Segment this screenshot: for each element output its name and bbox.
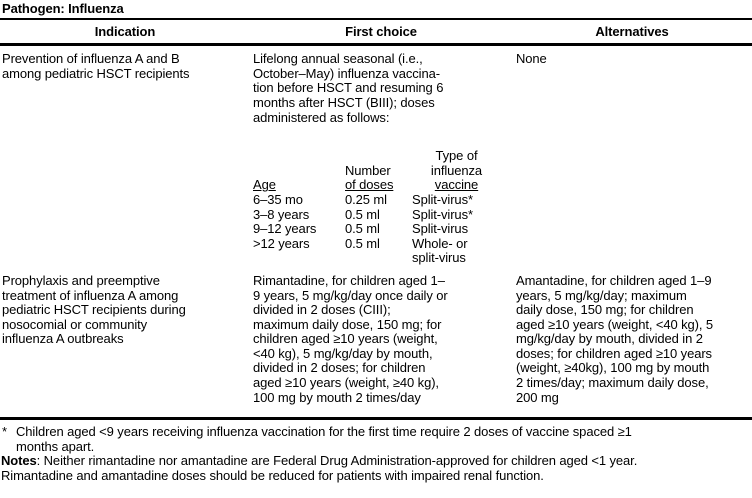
text-line: months after HSCT (BIII); doses: [253, 94, 435, 110]
title-rule: [0, 17, 752, 20]
text-line: Split-virus*: [412, 191, 473, 207]
asterisk-symbol: *: [2, 424, 7, 440]
text-line: influenza A outbreaks: [2, 331, 124, 347]
age-value: 9–12 years: [253, 221, 317, 237]
age-value: 6–35 mo: [253, 191, 303, 207]
column-header-alternatives: Alternatives: [595, 23, 669, 39]
text-line: doses; for children aged ≥10 years: [516, 345, 712, 361]
cell-alternatives-prevention: None: [516, 51, 547, 67]
text-line: split-virus: [412, 250, 466, 266]
text-line: divided in 2 doses; for children: [253, 360, 426, 376]
dose-table: Age Number of doses Type of influenza va…: [253, 149, 512, 266]
text-line: years, 5 mg/kg/day; maximum: [516, 287, 687, 303]
text-line: Whole- or: [412, 235, 468, 251]
vaccine-type-value: Split-virus*: [412, 206, 501, 223]
table-header-row: Indication First choice Alternatives: [0, 20, 752, 44]
text-line: administered as follows:: [253, 109, 390, 125]
text-line: Split-virus*: [412, 206, 473, 222]
dose-table-row: >12 years 0.5 ml Whole- or split-virus: [253, 235, 512, 266]
text-line: 200 mg: [516, 389, 559, 405]
text-line: mg/kg/day by mouth, divided in 2: [516, 331, 703, 347]
dose-table-header-type: Type of influenza vaccine: [412, 149, 501, 193]
footnote-star-text: Children aged <9 years receiving influen…: [16, 425, 752, 454]
text-line: <40 kg), 5 mg/kg/day by mouth,: [253, 345, 433, 361]
vaccine-type-value: Whole- or split-virus: [412, 235, 501, 266]
text-line: Prevention of influenza A and B: [2, 51, 180, 67]
cell-alternatives-prophylaxis: Amantadine, for children aged 1–9 years, …: [512, 272, 752, 405]
dose-value: 0.5 ml: [345, 206, 380, 222]
text-line: treatment of influenza A among: [2, 287, 179, 303]
notes-label: Notes: [1, 453, 37, 469]
header-rule: [0, 43, 752, 47]
text-line: nosocomial or community: [2, 316, 148, 332]
table-bottom-rule: [0, 417, 752, 421]
column-header-first-choice: First choice: [345, 23, 417, 39]
text-line: pediatric HSCT recipients during: [2, 302, 186, 318]
text-line: aged ≥10 years (weight, ≥40 kg),: [253, 375, 439, 391]
doses-header-line1: Number: [345, 162, 391, 178]
text-line: children aged ≥10 years (weight,: [253, 331, 438, 347]
age-value: >12 years: [253, 235, 310, 251]
vaccine-type-value: Split-virus: [412, 222, 501, 237]
text-line: Rimantadine, for children aged 1–: [253, 272, 445, 288]
cell-first-choice-prevention: Lifelong annual seasonal (i.e., October–M…: [250, 52, 512, 266]
text-line: Split-virus: [412, 221, 468, 237]
text-line: daily dose, 150 mg; for children: [516, 302, 694, 318]
first-choice-paragraph: Lifelong annual seasonal (i.e., October–M…: [253, 52, 512, 125]
dose-table-header-age: Age: [253, 149, 345, 193]
column-header-indication: Indication: [94, 23, 156, 39]
text-line: October–May) influenza vaccina-: [253, 65, 440, 81]
text-line: 100 mg by mouth 2 times/day: [253, 389, 421, 405]
page-title: Pathogen: Influenza: [2, 1, 124, 16]
text-line: divided in 2 doses (CIII);: [253, 302, 391, 318]
type-header-line2: influenza: [430, 162, 483, 178]
dose-table-header-row: Age Number of doses Type of influenza va…: [253, 149, 512, 193]
dose-table-row: 9–12 years 0.5 ml Split-virus: [253, 222, 512, 237]
text-line: (weight, ≥40kg), 100 mg by mouth: [516, 360, 710, 376]
footnotes: * Children aged <9 years receiving influ…: [0, 420, 752, 483]
type-header-line3: vaccine: [434, 177, 479, 193]
dose-value: 0.5 ml: [345, 221, 380, 237]
footnote-star: * Children aged <9 years receiving influ…: [0, 424, 752, 454]
table-row-prophylaxis: Prophylaxis and preemptive treatment of i…: [0, 272, 752, 405]
notes-text: : Neither rimantadine nor amantadine are…: [36, 453, 638, 469]
age-header-label: Age: [253, 177, 276, 193]
text-line: aged ≥10 years (weight, <40 kg), 5: [516, 316, 714, 332]
text-line: maximum daily dose, 150 mg; for: [253, 316, 442, 332]
dose-table-header-doses: Number of doses: [345, 149, 412, 193]
type-header-line1: Type of: [435, 148, 478, 164]
vaccine-type-value: Split-virus*: [412, 191, 501, 208]
text-line: Lifelong annual seasonal (i.e.,: [253, 51, 423, 67]
footnote-notes: Notes: Neither rimantadine nor amantadin…: [0, 454, 752, 483]
text-line: Amantadine, for children aged 1–9: [516, 272, 712, 288]
text-line: 2 times/day; maximum daily dose,: [516, 375, 709, 391]
text-line: Children aged <9 years receiving influen…: [16, 424, 632, 440]
dose-value: 0.25 ml: [345, 191, 387, 207]
text-line: tion before HSCT and resuming 6: [253, 80, 444, 96]
age-value: 3–8 years: [253, 206, 310, 222]
text-line: among pediatric HSCT recipients: [2, 65, 190, 81]
text-line: months apart.: [16, 438, 95, 454]
text-line: 9 years, 5 mg/kg/day once daily or: [253, 287, 448, 303]
text-line: Prophylaxis and preemptive: [2, 272, 160, 288]
cell-indication-prophylaxis: Prophylaxis and preemptive treatment of i…: [0, 272, 250, 405]
dose-table-row: 3–8 years 0.5 ml Split-virus*: [253, 206, 512, 223]
cell-first-choice-prophylaxis: Rimantadine, for children aged 1– 9 years…: [250, 272, 512, 405]
notes-line-2: Rimantadine and amantadine doses should …: [1, 468, 544, 484]
notes-line-1: Notes: Neither rimantadine nor amantadin…: [1, 454, 752, 469]
dose-value: 0.5 ml: [345, 235, 380, 251]
dose-table-row: 6–35 mo 0.25 ml Split-virus*: [253, 191, 512, 208]
doses-header-line2: of doses: [345, 177, 394, 193]
